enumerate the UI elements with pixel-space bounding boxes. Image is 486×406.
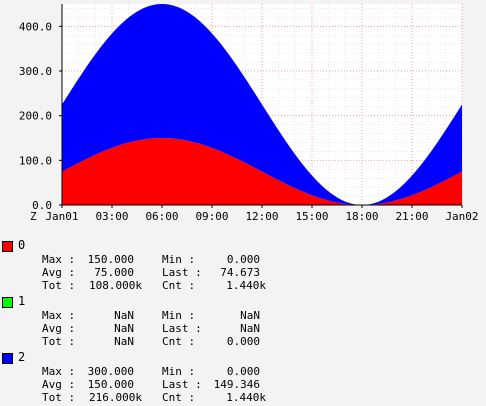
series-areas [62,4,462,205]
avg-value: 150.000 [87,378,134,391]
max-value: NaN [114,309,134,322]
last-value: NaN [240,322,260,335]
min-value: NaN [240,309,260,322]
min-value: 0.000 [226,365,260,378]
cnt-value: 1.440k [226,391,266,404]
legend-swatch-2 [2,353,13,364]
legend-series-name: 2 [18,350,26,364]
y-tick-label: 100.0 [19,154,52,167]
x-tick-label: 12:00 [245,210,278,223]
cnt-value: 1.440k [226,279,266,292]
min-value: 0.000 [226,253,260,266]
last-label: Last : [162,266,202,279]
avg-label: Avg : [42,378,76,391]
x-tick-label: 21:00 [395,210,428,223]
legend-series-name: 0 [18,238,26,252]
cnt-label: Cnt : [162,335,196,348]
y-tick-labels: 0.0 100.0 200.0 300.0 400.0 [19,20,62,212]
axes [59,4,462,208]
avg-label: Avg : [42,266,76,279]
min-label: Min : [162,309,196,322]
cnt-value: 0.000 [226,335,260,348]
tot-value: 216.000k [89,391,142,404]
min-label: Min : [162,365,196,378]
x-tick-label: 03:00 [95,210,128,223]
tot-value: NaN [114,335,134,348]
min-label: Min : [162,253,196,266]
x-tick-label: 09:00 [195,210,228,223]
max-label: Max : [42,365,76,378]
x-tick-label: Jan01 [45,210,78,223]
x-tick-labels: Jan01 03:00 06:00 09:00 12:00 15:00 18:00 21:00… [45,205,479,223]
tot-label: Tot : [42,279,76,292]
tot-label: Tot : [42,335,76,348]
avg-value: NaN [114,322,134,335]
last-label: Last : [162,378,202,391]
x-tick-label: 15:00 [295,210,328,223]
legend-series-name: 1 [18,294,26,308]
avg-value: 75.000 [94,266,134,279]
area-chart: 0.0 100.0 200.0 300.0 400.0 Jan01 03:00 06:00 0… [19,4,479,223]
max-label: Max : [42,253,76,266]
max-value: 300.000 [87,365,134,378]
cnt-label: Cnt : [162,279,196,292]
x-tick-label: Jan02 [445,210,478,223]
legend-swatch-1 [2,297,13,308]
y-tick-label: 400.0 [19,20,52,33]
tot-value: 108.000k [89,279,142,292]
y-tick-label: 0.0 [32,199,52,212]
last-value: 74.673 [220,266,260,279]
series-area-2 [62,4,462,205]
tot-label: Tot : [42,391,76,404]
max-value: 150.000 [87,253,134,266]
y-tick-label: 200.0 [19,110,52,123]
max-label: Max : [42,309,76,322]
cnt-label: Cnt : [162,391,196,404]
y-tick-label: 300.0 [19,65,52,78]
x-tick-label: 18:00 [345,210,378,223]
last-value: 149.346 [213,378,260,391]
legend-swatch-0 [2,241,13,252]
axis-corner-label: Z [30,210,37,223]
last-label: Last : [162,322,202,335]
x-tick-label: 06:00 [145,210,178,223]
avg-label: Avg : [42,322,76,335]
